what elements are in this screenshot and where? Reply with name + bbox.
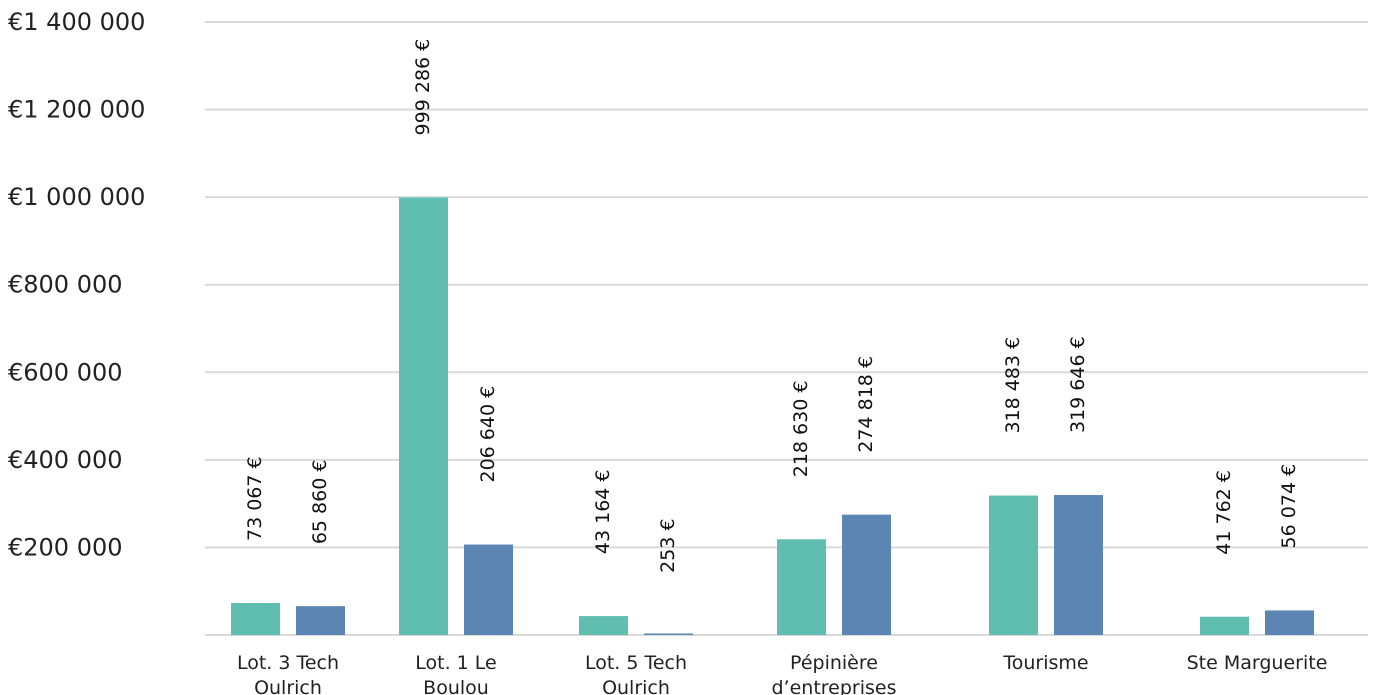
bar: [842, 514, 891, 635]
bar: [644, 633, 693, 635]
data-label: 999 286 €: [412, 39, 434, 136]
bar: [1265, 610, 1314, 635]
y-tick-label: €200 000: [8, 533, 123, 561]
y-tick-label: €400 000: [8, 446, 123, 474]
y-tick-label: €600 000: [8, 358, 123, 386]
bar: [399, 197, 448, 635]
bar: [231, 603, 280, 635]
x-axis-category-labels: Lot. 3 Tech Oulrich Lot. 1 Le Boulou Lot. 5 …: [237, 652, 1327, 695]
x-tick-label: Lot. 5 Tech Oulrich: [585, 652, 687, 695]
y-tick-label: €800 000: [8, 271, 123, 299]
data-label: 318 483 €: [1002, 337, 1024, 434]
x-tick-label: Ste Marguerite: [1187, 652, 1328, 674]
x-tick-label: Tourisme: [1002, 652, 1088, 674]
data-label: 274 818 €: [855, 356, 877, 453]
bar: [989, 495, 1038, 635]
bar: [464, 544, 513, 635]
data-label: 319 646 €: [1067, 336, 1089, 433]
bar: [579, 616, 628, 635]
data-label: 73 067 €: [244, 456, 266, 541]
data-label: 43 164 €: [592, 469, 614, 554]
y-tick-label: €1 400 000: [8, 8, 145, 36]
data-label: 218 630 €: [790, 381, 812, 478]
y-axis-tick-labels: €200 000 €400 000 €600 000 €800 000 €1 000 0…: [8, 8, 145, 561]
x-tick-label: Pépinière d’entreprises: [771, 652, 896, 695]
data-label: 206 640 €: [477, 386, 499, 483]
bar: [1200, 616, 1249, 635]
bar: [777, 539, 826, 635]
x-tick-label: Lot. 3 Tech Oulrich: [237, 652, 339, 695]
y-tick-label: €1 200 000: [8, 96, 145, 124]
gridlines: [205, 21, 1368, 636]
y-tick-label: €1 000 000: [8, 183, 145, 211]
data-label: 253 €: [657, 518, 679, 572]
x-tick-label: Lot. 1 Le Boulou: [415, 652, 496, 695]
bar: [296, 606, 345, 635]
data-label: 41 762 €: [1213, 470, 1235, 555]
data-label: 56 074 €: [1278, 464, 1300, 549]
data-label: 65 860 €: [309, 460, 331, 545]
bars: [231, 197, 1314, 635]
data-labels: 73 067 € 65 860 € 999 286 € 206 640 € 43 164…: [244, 39, 1300, 573]
bar: [1054, 495, 1103, 635]
